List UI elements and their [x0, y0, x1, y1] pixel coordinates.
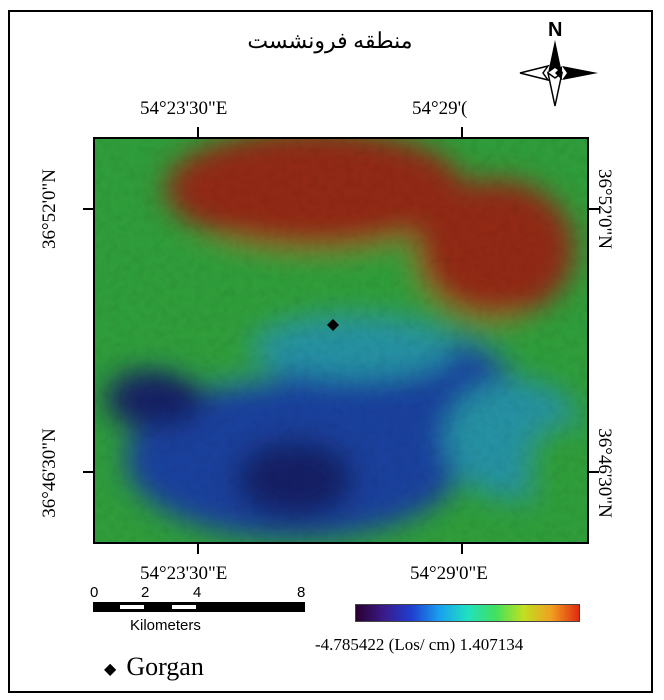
- tick-mark: [461, 127, 463, 137]
- tick-mark: [461, 544, 463, 554]
- tick-mark: [83, 471, 93, 473]
- deformation-raster: [95, 139, 587, 542]
- tick-mark: [589, 471, 599, 473]
- gorgan-point-marker: [327, 319, 339, 331]
- point-legend-label: Gorgan: [126, 652, 204, 681]
- map-title: منطقه فرونشست: [247, 28, 413, 53]
- scale-tick-4: 4: [193, 584, 202, 601]
- point-legend: ◆ Gorgan: [104, 652, 204, 682]
- latitude-left-upper: 36°52'0"N: [39, 169, 60, 249]
- longitude-bottom-right: 54°29'0"E: [410, 563, 488, 584]
- color-ramp-legend: [355, 604, 580, 622]
- color-legend-label: -4.785422 (Los/ cm) 1.407134: [315, 635, 523, 655]
- scale-tick-8: 8: [297, 584, 306, 601]
- subsidence-raster-map: [93, 137, 589, 544]
- tick-mark: [589, 208, 599, 210]
- longitude-bottom-left: 54°23'30"E: [140, 563, 228, 584]
- scale-unit: Kilometers: [130, 617, 201, 634]
- latitude-left-lower: 36°46'30"N: [38, 428, 60, 518]
- north-label: N: [548, 19, 562, 41]
- longitude-top-left: 54°23'30"E: [140, 98, 228, 119]
- legend-unit: (Los/ cm): [388, 635, 456, 654]
- longitude-top-right: 54°29'(: [412, 98, 468, 119]
- north-arrow-compass-icon: N: [519, 19, 598, 107]
- legend-max: 1.407134: [459, 635, 524, 654]
- scale-bar: [93, 602, 305, 612]
- diamond-marker-icon: ◆: [104, 661, 117, 679]
- tick-mark: [197, 127, 199, 137]
- tick-mark: [83, 208, 93, 210]
- legend-min: -4.785422: [315, 635, 385, 654]
- latitude-right-lower: 36°46'30"N: [593, 428, 615, 518]
- map-frame: [8, 10, 653, 693]
- tick-mark: [197, 544, 199, 554]
- scale-tick-2: 2: [141, 584, 150, 601]
- scale-tick-0: 0: [90, 584, 99, 601]
